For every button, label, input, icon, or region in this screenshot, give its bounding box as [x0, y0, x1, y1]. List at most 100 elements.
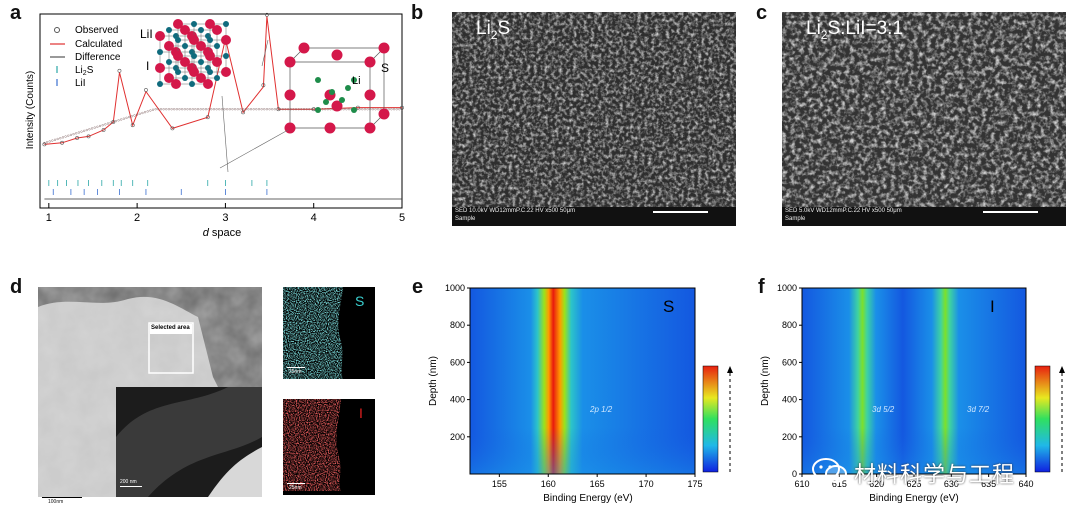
xrd-observed-point: [294, 108, 298, 111]
xrd-x-tick-label: 4: [311, 212, 317, 224]
eds-map-s-scale-bar: [287, 367, 305, 368]
atom-lithium: [223, 53, 229, 59]
xrd-observed-point: [143, 111, 147, 114]
colorbar-f: [1034, 365, 1051, 473]
xrd-observed-point: [133, 114, 136, 117]
xrd-observed-point: [61, 136, 65, 139]
atom-lithium: [157, 49, 163, 55]
atom-lithium: [339, 97, 345, 103]
atom-iodine: [180, 25, 190, 35]
xrd-observed-point: [159, 108, 163, 111]
xrd-observed-point: [210, 108, 213, 111]
atom-sulfur: [378, 108, 390, 120]
xrd-observed-point: [75, 132, 78, 135]
xrd-x-tick-label: 3: [222, 212, 228, 224]
atom-iodine: [164, 73, 174, 83]
xrd-observed-point: [117, 68, 122, 73]
heatmap-e-xlabel: Binding Energy (eV): [543, 493, 633, 504]
panel-label-b: b: [411, 2, 424, 24]
xrd-observed-point: [72, 133, 75, 136]
eds-map-i-label: I: [359, 405, 363, 421]
pointer-line-3: [219, 129, 289, 169]
heatmap-y-tick-label: 400: [450, 395, 465, 405]
xrd-observed-point: [244, 108, 247, 111]
xrd-observed-point: [204, 108, 208, 111]
atom-iodine: [189, 67, 199, 77]
atom-lithium: [329, 89, 335, 95]
xrd-observed-point: [157, 108, 160, 111]
xrd-observed-point: [218, 108, 221, 111]
selected-area-box: [148, 322, 194, 374]
xrd-observed-point: [125, 116, 128, 119]
xrd-observed-point: [93, 126, 96, 129]
atom-lithium: [166, 27, 172, 33]
heatmap-e-svg: 200 400 600 800 1000 155 160 165 170 175 Binding…: [428, 283, 733, 504]
heatmap-x-tick-label: 160: [541, 479, 556, 489]
sem-image-li2s-lii: Li2S:LiI=3:1 SED 5.0kV WD12mmP.C.22 HV x…: [782, 12, 1066, 226]
xrd-ylabel: Intensity (Counts): [25, 71, 36, 149]
sem-info-bar-c: SED 5.0kV WD12mmP.C.22 HV x500 50μm Samp…: [782, 207, 1066, 226]
atom-iodine: [212, 57, 222, 67]
heatmap-y-tick-label: 1000: [777, 283, 797, 293]
heatmap-f-ylabel: Depth (nm): [760, 356, 771, 406]
atom-iodine: [196, 73, 206, 83]
atom-sulfur: [284, 56, 296, 68]
xrd-observed-point: [361, 108, 364, 111]
sem-image-li2s: Li2S SED 10.0kV WD12mmP.C.22 HV x500 50μ…: [452, 12, 736, 226]
xrd-observed-point: [69, 133, 73, 137]
xrd-frame: [39, 13, 403, 209]
xrd-observed-point: [223, 108, 226, 111]
atom-iodine: [196, 41, 206, 51]
xrd-observed-point: [239, 108, 242, 111]
xrd-observed-point: [181, 108, 184, 111]
atom-sulfur: [331, 100, 343, 112]
heatmap-y-tick-label: 800: [450, 320, 465, 330]
heatmap-f-annotation-1: 3d 5/2: [872, 405, 895, 414]
xrd-observed-point: [88, 128, 91, 131]
xrd-x-tick-label: 2: [134, 212, 140, 224]
xrd-observed-point: [228, 108, 231, 111]
heatmap-x-tick-label: 170: [639, 479, 654, 489]
xrd-observed-point: [138, 112, 141, 115]
xrd-observed-point: [186, 108, 189, 111]
xrd-observed-point: [167, 108, 171, 111]
li2s-crystal-structure: Li S: [284, 42, 390, 134]
xrd-observed-point: [342, 108, 345, 111]
atom-lithium: [198, 59, 204, 65]
xrd-observed-point: [300, 108, 303, 111]
xrd-observed-point: [377, 108, 380, 111]
tem-image: Selected area 200 nm: [38, 287, 262, 497]
atom-sulfur: [364, 89, 376, 101]
atom-lithium: [182, 43, 188, 49]
panel-f-heatmap: 0 200 400 600 800 1000 610 615 620 625 630 635 640 …: [757, 280, 1080, 510]
xrd-observed-point: [111, 120, 116, 124]
heatmap-f-annotation-2: 3d 7/2: [967, 405, 990, 414]
xrd-observed-point: [252, 108, 255, 111]
heatmap-x-tick-label: 175: [687, 479, 702, 489]
xrd-observed-point: [321, 108, 324, 111]
xrd-observed-point: [85, 128, 88, 132]
tem-inset-scale: 200 nm: [120, 479, 137, 485]
sem-texture-b: [452, 12, 736, 226]
xrd-observed-point: [130, 115, 133, 118]
xrd-observed-point: [247, 108, 250, 111]
xrd-observed-point: [170, 108, 173, 111]
heatmap-y-tick-label: 200: [782, 432, 797, 442]
xrd-observed-point: [162, 108, 165, 111]
xrd-observed-point: [128, 115, 131, 119]
xrd-observed-point: [260, 108, 263, 111]
atom-lithium: [214, 43, 220, 49]
xrd-observed-point: [175, 108, 178, 111]
xrd-observed-point: [43, 141, 46, 145]
atom-iodine: [203, 79, 213, 89]
xrd-observed-point: [390, 108, 393, 111]
xrd-observed-point: [141, 111, 144, 115]
atom-iodine: [212, 25, 222, 35]
xrd-observed-point: [56, 137, 59, 141]
colorbar-e: [702, 365, 719, 473]
pointer-line-2: [261, 39, 269, 67]
watermark: 材料科学与工程: [810, 455, 1070, 488]
tem-scale-label: 100nm: [48, 499, 64, 505]
xrd-bragg-ticks: [48, 180, 268, 195]
xrd-observed-point: [48, 140, 51, 143]
